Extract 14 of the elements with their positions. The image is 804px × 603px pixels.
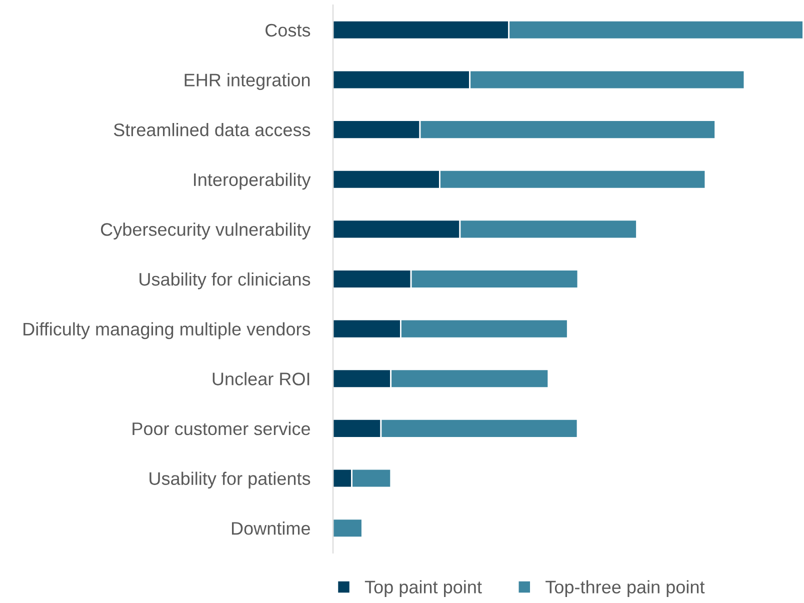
- y-tick-label: EHR integration: [184, 73, 310, 90]
- y-tick-label: Downtime: [232, 522, 310, 535]
- y-tick-label: Interoperability: [194, 172, 311, 190]
- y-tick-label: Unclear ROI: [212, 372, 310, 386]
- y-tick-label: Usability for clinicians: [140, 272, 310, 290]
- y-tick-label: Usability for patients: [150, 472, 310, 489]
- y-tick-label: Costs: [266, 24, 310, 37]
- legend-label: Top paint point: [364, 580, 482, 598]
- y-tick-label: Difficulty managing multiple vendors: [24, 322, 310, 340]
- y-tick-label: Streamlined data access: [114, 123, 310, 136]
- y-tick-label: Poor customer service: [132, 422, 310, 436]
- bar: [333, 518, 363, 538]
- y-tick-label: Cybersecurity vulnerability: [100, 222, 311, 240]
- legend-label: Top-three pain point: [546, 580, 705, 598]
